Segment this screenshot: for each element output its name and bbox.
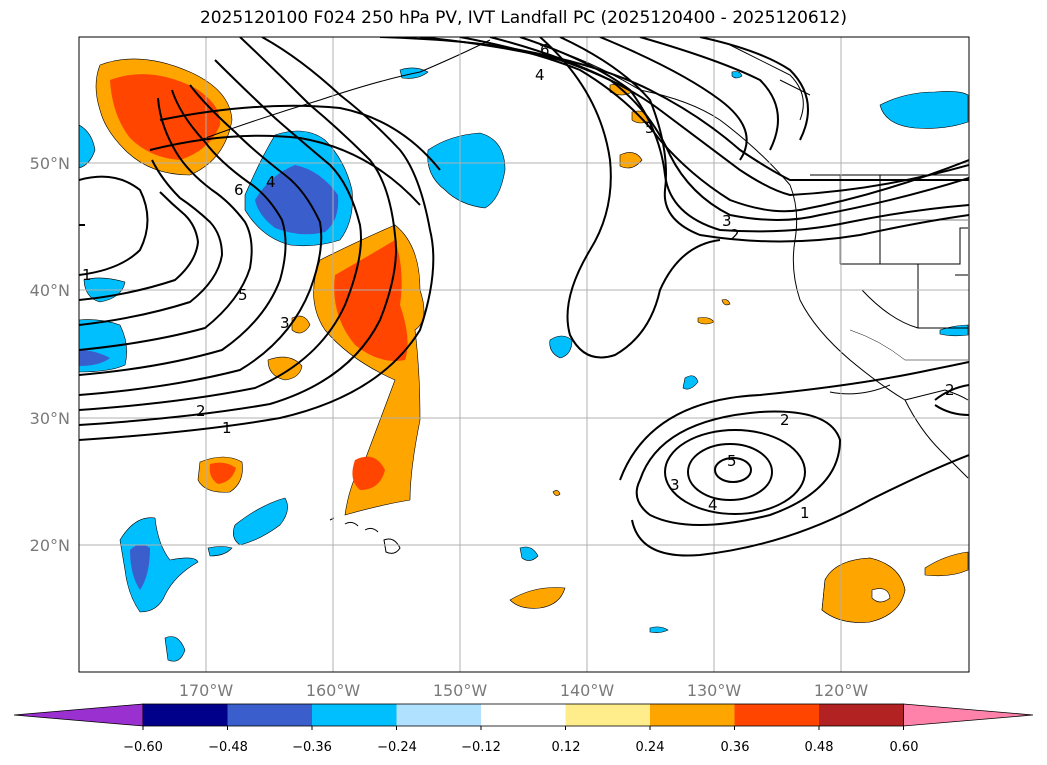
lon-label: 160°W — [306, 681, 361, 700]
contour-label: 5 — [645, 119, 655, 137]
colorbar-segment — [734, 704, 819, 726]
longitude-labels: 170°W 160°W 150°W 140°W 130°W 120°W — [179, 681, 869, 700]
colorbar-tick-label: 0.12 — [552, 740, 581, 755]
lat-label: 30°N — [30, 409, 70, 428]
hawaii-islands — [329, 517, 401, 554]
lon-label: 140°W — [560, 681, 615, 700]
map-area: 6 4 5 3 2 2 4 6 5 3 2 1 1 2 5 3 4 1 — [79, 37, 969, 672]
contour-label: 2 — [196, 402, 206, 420]
lon-label: 120°W — [814, 681, 869, 700]
colorbar-segment — [143, 704, 228, 726]
colorbar-extend-low — [13, 703, 144, 727]
colorbar-extend-high — [903, 703, 1034, 727]
colorbar-frame — [142, 703, 904, 727]
lon-label: 130°W — [687, 681, 742, 700]
latitude-labels: 50°N 40°N 30°N 20°N — [30, 154, 70, 555]
colorbar-tick-label: −0.36 — [292, 740, 332, 755]
contour-label: 5 — [238, 286, 248, 304]
colorbar-tick-label: 0.24 — [636, 740, 665, 755]
contour-label: 3 — [722, 212, 732, 230]
colorbar-tick-label: −0.12 — [461, 740, 501, 755]
contour-label: 4 — [535, 66, 545, 84]
colorbar-tick-label: −0.48 — [208, 740, 248, 755]
lat-label: 20°N — [30, 536, 70, 555]
colorbar-segment — [396, 704, 481, 726]
ivt-contours — [79, 37, 969, 557]
coastlines — [199, 39, 969, 479]
contour-label: 6 — [234, 181, 244, 199]
contour-label: 2 — [945, 381, 955, 399]
contour-label: 3 — [280, 314, 290, 332]
positive-anomaly-fill — [95, 58, 969, 623]
colorbar-segment — [819, 704, 904, 726]
contour-label: 4 — [708, 496, 718, 514]
contour-label: 1 — [800, 504, 810, 522]
map-frame — [78, 36, 970, 673]
contour-label: 1 — [82, 266, 92, 284]
lon-label: 170°W — [179, 681, 234, 700]
lat-label: 50°N — [30, 154, 70, 173]
map-title: 2025120100 F024 250 hPa PV, IVT Landfall… — [199, 8, 847, 28]
contour-label: 6 — [540, 41, 550, 59]
negative-anomaly-fill — [79, 67, 969, 662]
contour-label: 5 — [727, 452, 737, 470]
colorbar-tick-label: −0.24 — [377, 740, 417, 755]
contour-label: 2 — [730, 226, 740, 244]
lon-label: 150°W — [433, 681, 488, 700]
colorbar-segment — [565, 704, 650, 726]
gridlines — [79, 37, 969, 672]
colorbar-segment — [481, 704, 566, 726]
contour-label: 2 — [780, 411, 790, 429]
colorbar-segment — [227, 704, 312, 726]
contour-label: 1 — [222, 419, 232, 437]
colorbar-tick-label: 0.60 — [890, 740, 919, 755]
colorbar: −0.60 −0.48 −0.36 −0.24 −0.12 0.12 0.24 … — [13, 703, 1034, 755]
contour-labels: 6 4 5 3 2 2 4 6 5 3 2 1 1 2 5 3 4 1 — [82, 41, 955, 522]
colorbar-segment — [312, 704, 397, 726]
colorbar-tick-label: −0.60 — [123, 740, 163, 755]
contour-label: 4 — [266, 173, 276, 191]
colorbar-segment — [650, 704, 735, 726]
contour-label: 3 — [670, 476, 680, 494]
colorbar-tick-label: 0.36 — [721, 740, 750, 755]
colorbar-tick-label: 0.48 — [805, 740, 834, 755]
lat-label: 40°N — [30, 281, 70, 300]
